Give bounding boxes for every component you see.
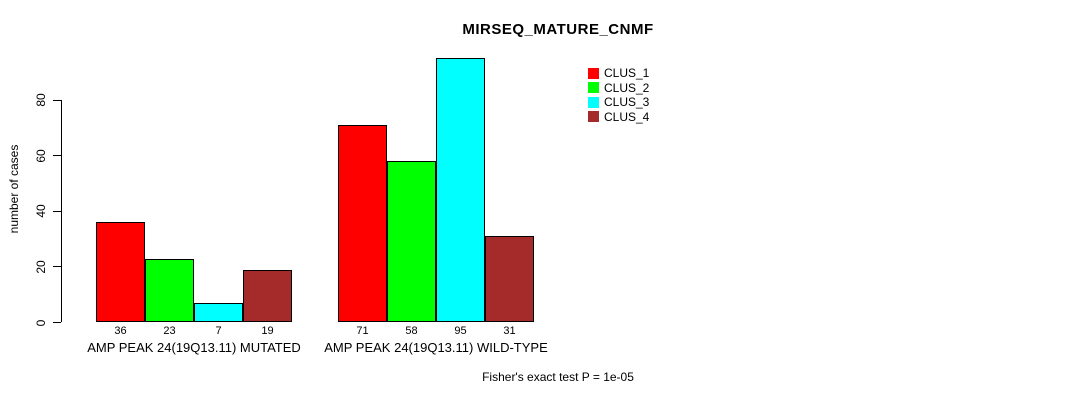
legend-swatch-icon — [588, 111, 599, 123]
legend-row-clus_4: CLUS_4 — [588, 110, 649, 125]
bar-value-label: 7 — [215, 325, 222, 337]
bar-clus_4-group2 — [485, 236, 534, 323]
x-group-label: AMP PEAK 24(19Q13.11) WILD-TYPE — [324, 340, 548, 355]
y-axis-tick-label: 40 — [34, 204, 48, 218]
bar-value-label: 95 — [454, 325, 467, 337]
chart-title: MIRSEQ_MATURE_CNMF — [462, 21, 654, 38]
legend-row-clus_2: CLUS_2 — [588, 81, 649, 96]
legend-row-clus_1: CLUS_1 — [588, 66, 649, 81]
bar-clus_2-group2 — [387, 161, 436, 323]
bar-value-label: 71 — [356, 325, 369, 337]
legend-label: CLUS_2 — [604, 80, 650, 95]
y-axis-tick — [53, 155, 61, 157]
bar-clus_4-group1 — [243, 269, 292, 323]
bar-clus_3-group1 — [194, 303, 243, 323]
legend-row-clus_3: CLUS_3 — [588, 95, 649, 110]
legend-swatch-icon — [588, 96, 599, 108]
x-group-label: AMP PEAK 24(19Q13.11) MUTATED — [87, 340, 301, 355]
legend-label: CLUS_4 — [604, 109, 650, 124]
bar-clus_2-group1 — [145, 258, 194, 323]
bar-value-label: 23 — [163, 325, 176, 337]
bar-value-label: 19 — [261, 325, 274, 337]
y-axis-tick-label: 20 — [34, 260, 48, 274]
y-axis-tick — [53, 99, 61, 101]
footnote-fisher-test: Fisher's exact test P = 1e-05 — [482, 370, 634, 384]
bar-value-label: 36 — [114, 325, 127, 337]
y-axis-tick — [53, 266, 61, 268]
y-axis-label: number of cases — [7, 144, 21, 234]
y-axis-tick-label: 0 — [34, 319, 48, 326]
bar-value-label: 58 — [405, 325, 418, 337]
bar-clus_3-group2 — [436, 58, 485, 323]
y-axis-line — [61, 100, 62, 323]
legend-swatch-icon — [588, 82, 599, 94]
legend-label: CLUS_1 — [604, 66, 650, 81]
y-axis-tick — [53, 322, 61, 323]
legend: CLUS_1 CLUS_2 CLUS_3 CLUS_4 — [588, 66, 649, 124]
bar-clus_1-group1 — [96, 222, 145, 323]
legend-swatch-icon — [588, 67, 599, 79]
bar-value-label: 31 — [503, 325, 516, 337]
y-axis-tick-label: 60 — [34, 149, 48, 163]
y-axis-tick-label: 80 — [34, 93, 48, 107]
bar-clus_1-group2 — [338, 125, 387, 323]
y-axis-tick — [53, 210, 61, 212]
legend-label: CLUS_3 — [604, 95, 650, 110]
